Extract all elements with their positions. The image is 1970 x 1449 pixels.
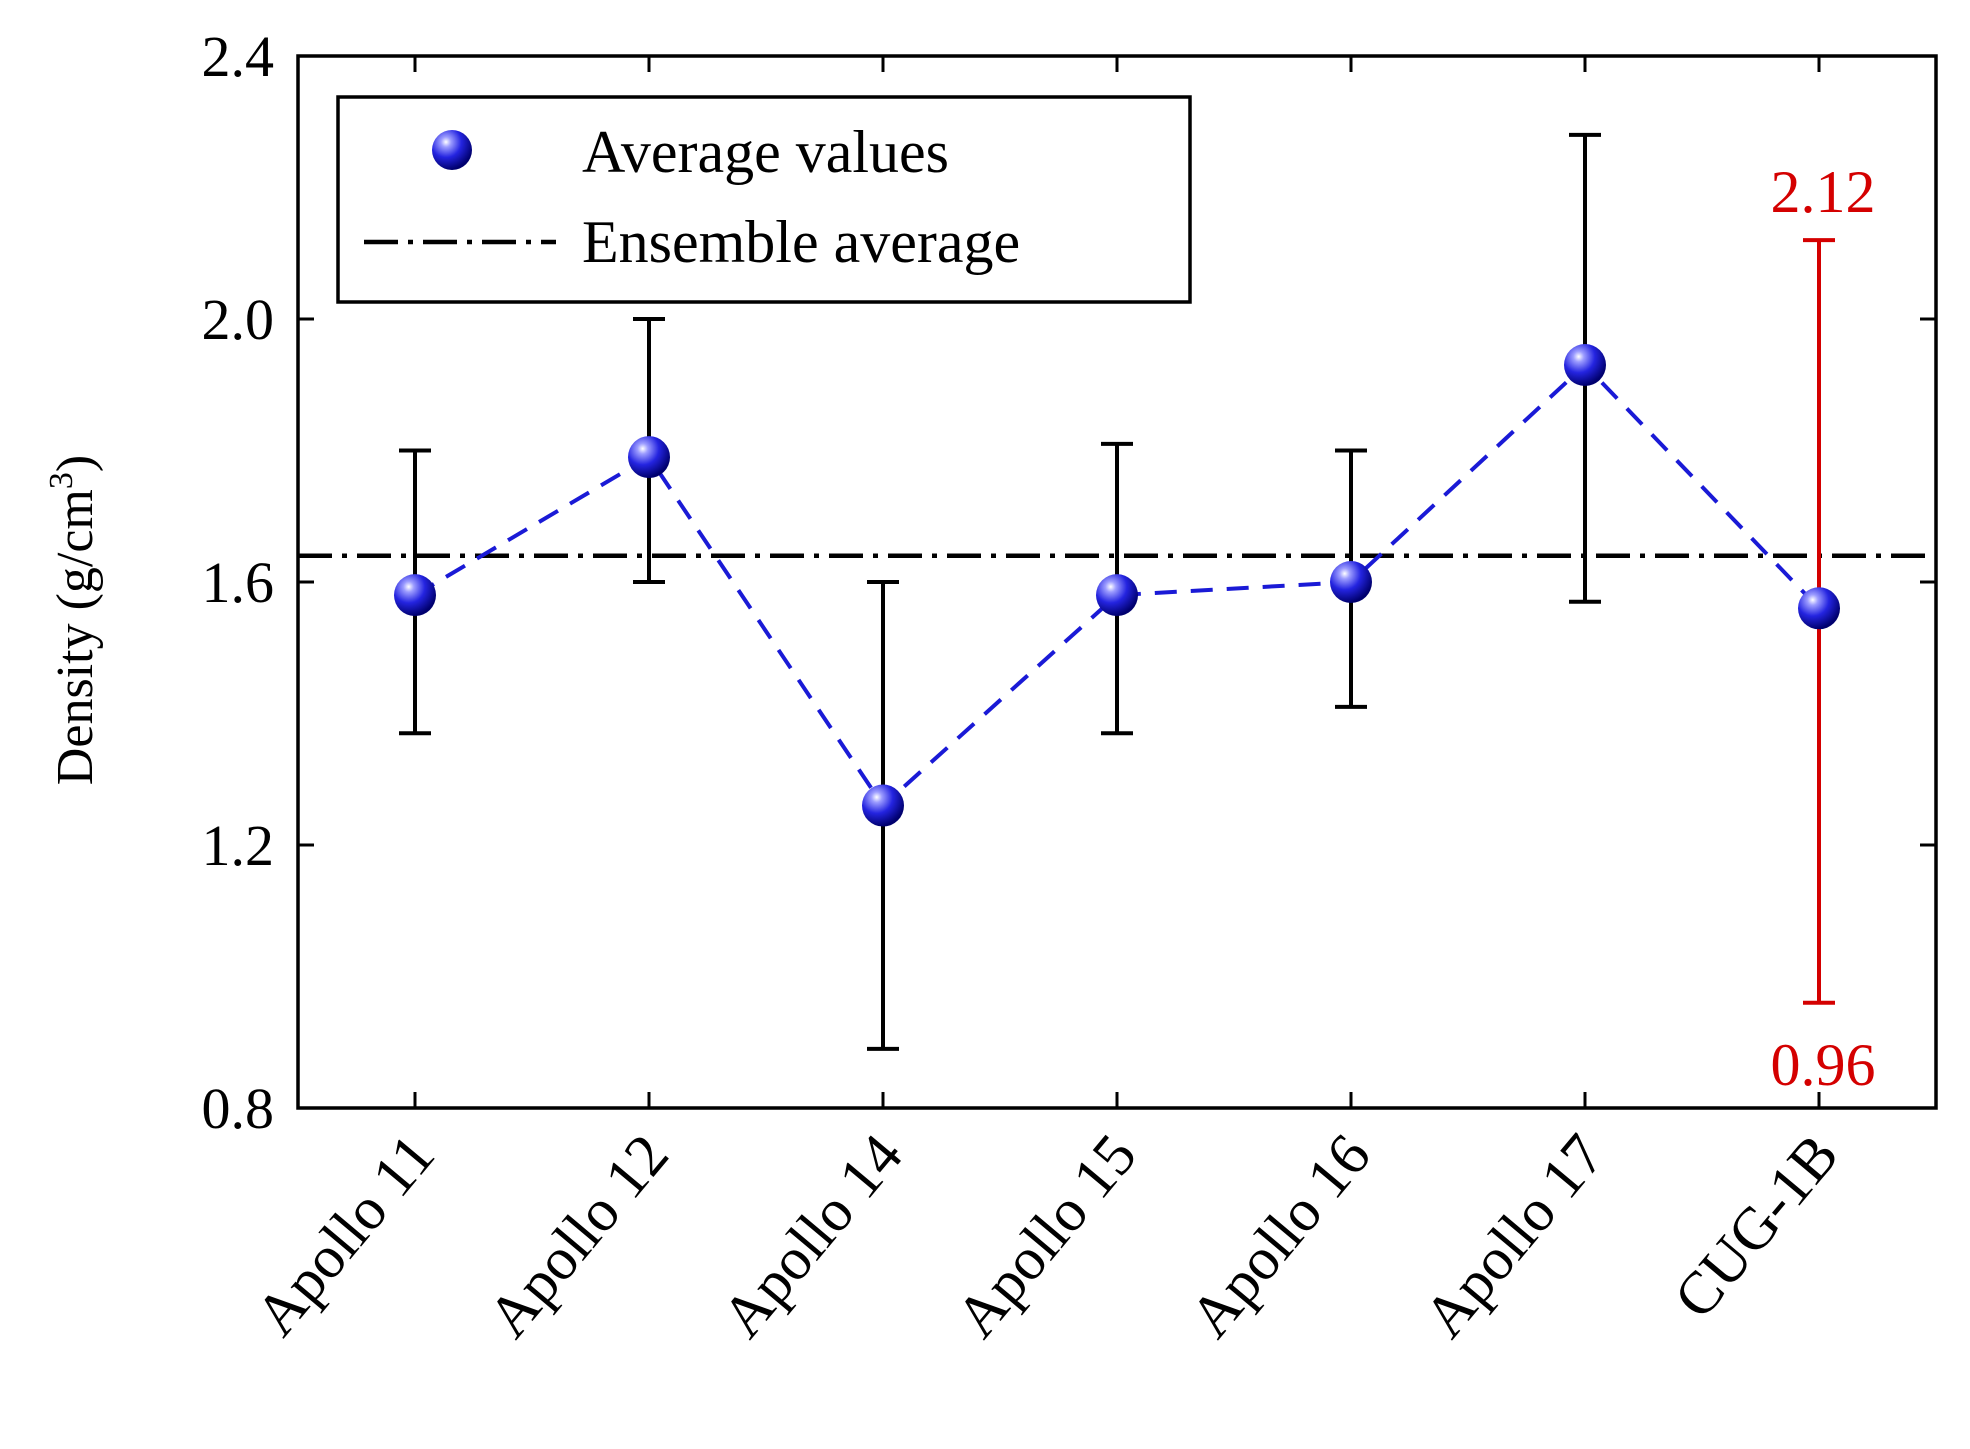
y-tick-label: 2.0 xyxy=(202,287,275,352)
x-tick-label: Apollo 16 xyxy=(1177,1122,1383,1350)
average-value-marker xyxy=(862,784,904,827)
legend-box xyxy=(336,95,1192,304)
legend-average-values-label: Average values xyxy=(582,119,949,185)
y-tick-label: 2.4 xyxy=(202,24,275,89)
average-value-marker xyxy=(628,436,670,479)
average-value-marker xyxy=(394,574,436,617)
average-value-marker xyxy=(1564,344,1606,387)
annotation-label: 2.12 xyxy=(1771,159,1876,225)
x-tick-label: Apollo 15 xyxy=(943,1122,1149,1350)
x-tick-label: Apollo 12 xyxy=(475,1122,681,1350)
x-tick-label: Apollo 14 xyxy=(709,1122,915,1350)
y-axis-ticks xyxy=(298,54,1936,1110)
average-value-markers xyxy=(394,344,1840,827)
average-value-marker xyxy=(1798,587,1840,630)
x-tick-label: Apollo 11 xyxy=(242,1122,446,1348)
x-tick-label: CUG-1B xyxy=(1661,1122,1851,1330)
average-value-marker xyxy=(1330,561,1372,603)
cug-1b-annotations: 2.12 0.96 xyxy=(1771,159,1876,1098)
y-tick-label: 0.8 xyxy=(202,1076,275,1141)
x-axis-tick-labels: Apollo 11 Apollo 12 Apollo 14 Apollo 15 Apol… xyxy=(242,1122,1850,1350)
y-tick-label: 1.6 xyxy=(202,550,275,615)
x-axis-ticks xyxy=(413,56,1821,1108)
annotation-label: 0.96 xyxy=(1771,1032,1876,1098)
y-axis-tick-labels: 0.8 1.2 1.6 2.0 2.4 xyxy=(202,24,275,1141)
legend-ensemble-average-label: Ensemble average xyxy=(582,209,1020,275)
x-tick-label: Apollo 17 xyxy=(1411,1122,1617,1350)
legend: Average values Ensemble average xyxy=(336,95,1192,304)
legend-marker-icon xyxy=(432,130,472,170)
average-value-marker xyxy=(1096,574,1138,617)
y-tick-label: 1.2 xyxy=(202,813,275,878)
y-axis-label: Density (g/cm3) xyxy=(43,455,104,785)
